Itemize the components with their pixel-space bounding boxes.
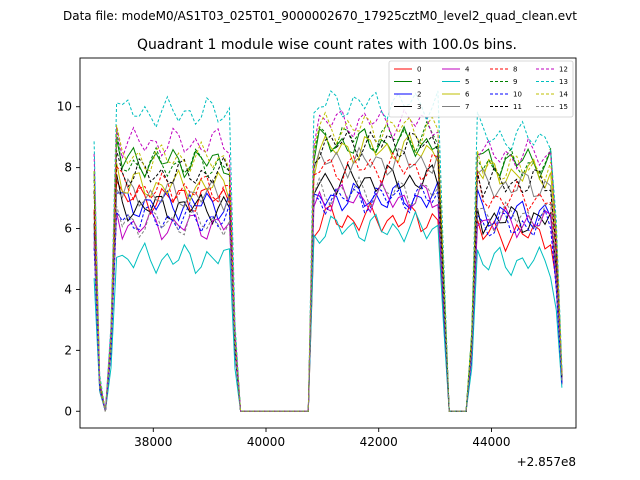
y-tick-label: 0	[64, 404, 72, 418]
series-line-11	[93, 129, 563, 412]
chart-suptitle: Data file: modeM0/AS1T03_025T01_90000026…	[63, 9, 577, 23]
x-tick-label: 44000	[472, 435, 510, 449]
series-line-1	[93, 125, 563, 412]
y-tick-label: 8	[64, 161, 72, 175]
series-line-6	[93, 133, 563, 412]
x-axis: 38000 40000 42000 44000	[134, 428, 511, 449]
series-line-14	[93, 111, 563, 412]
series-line-10	[93, 183, 563, 412]
legend-label-6: 6	[465, 91, 470, 99]
y-tick-label: 2	[64, 343, 72, 357]
series-line-12	[93, 108, 563, 412]
x-tick-label: 42000	[360, 435, 398, 449]
legend-label-3: 3	[417, 103, 421, 111]
legend-frame	[388, 60, 574, 118]
x-offset-label: +2.857e8	[517, 455, 576, 469]
series-line-5	[93, 210, 563, 412]
y-tick-label: 10	[57, 100, 72, 114]
series-line-15	[93, 175, 563, 412]
y-tick-label: 6	[64, 222, 72, 236]
chart-title: Quadrant 1 module wise count rates with …	[137, 37, 517, 53]
legend-label-14: 14	[559, 91, 568, 99]
legend-label-4: 4	[465, 66, 470, 74]
x-tick-label: 40000	[247, 435, 285, 449]
legend-label-11: 11	[513, 103, 522, 111]
legend-label-10: 10	[513, 91, 522, 99]
y-tick-label: 4	[64, 282, 72, 296]
legend-label-12: 12	[559, 66, 568, 74]
series-line-13	[93, 90, 563, 412]
legend-label-9: 9	[513, 78, 517, 86]
series-line-2	[93, 181, 563, 412]
y-axis: 0 2 4 6 8 10	[57, 100, 80, 418]
legend-label-5: 5	[465, 78, 469, 86]
legend-label-0: 0	[417, 66, 421, 74]
legend-label-2: 2	[417, 91, 421, 99]
series-line-0	[93, 179, 563, 412]
legend-label-7: 7	[465, 103, 469, 111]
legend-label-15: 15	[559, 103, 568, 111]
legend-label-1: 1	[417, 78, 421, 86]
series-line-4	[93, 180, 563, 412]
plot-frame	[79, 57, 577, 429]
series-line-7	[93, 146, 563, 412]
series-line-9	[93, 120, 563, 412]
x-tick-label: 38000	[134, 435, 172, 449]
legend-label-13: 13	[559, 78, 568, 86]
legend-label-8: 8	[513, 66, 517, 74]
plot-lines	[93, 90, 563, 412]
series-line-8	[93, 151, 563, 412]
